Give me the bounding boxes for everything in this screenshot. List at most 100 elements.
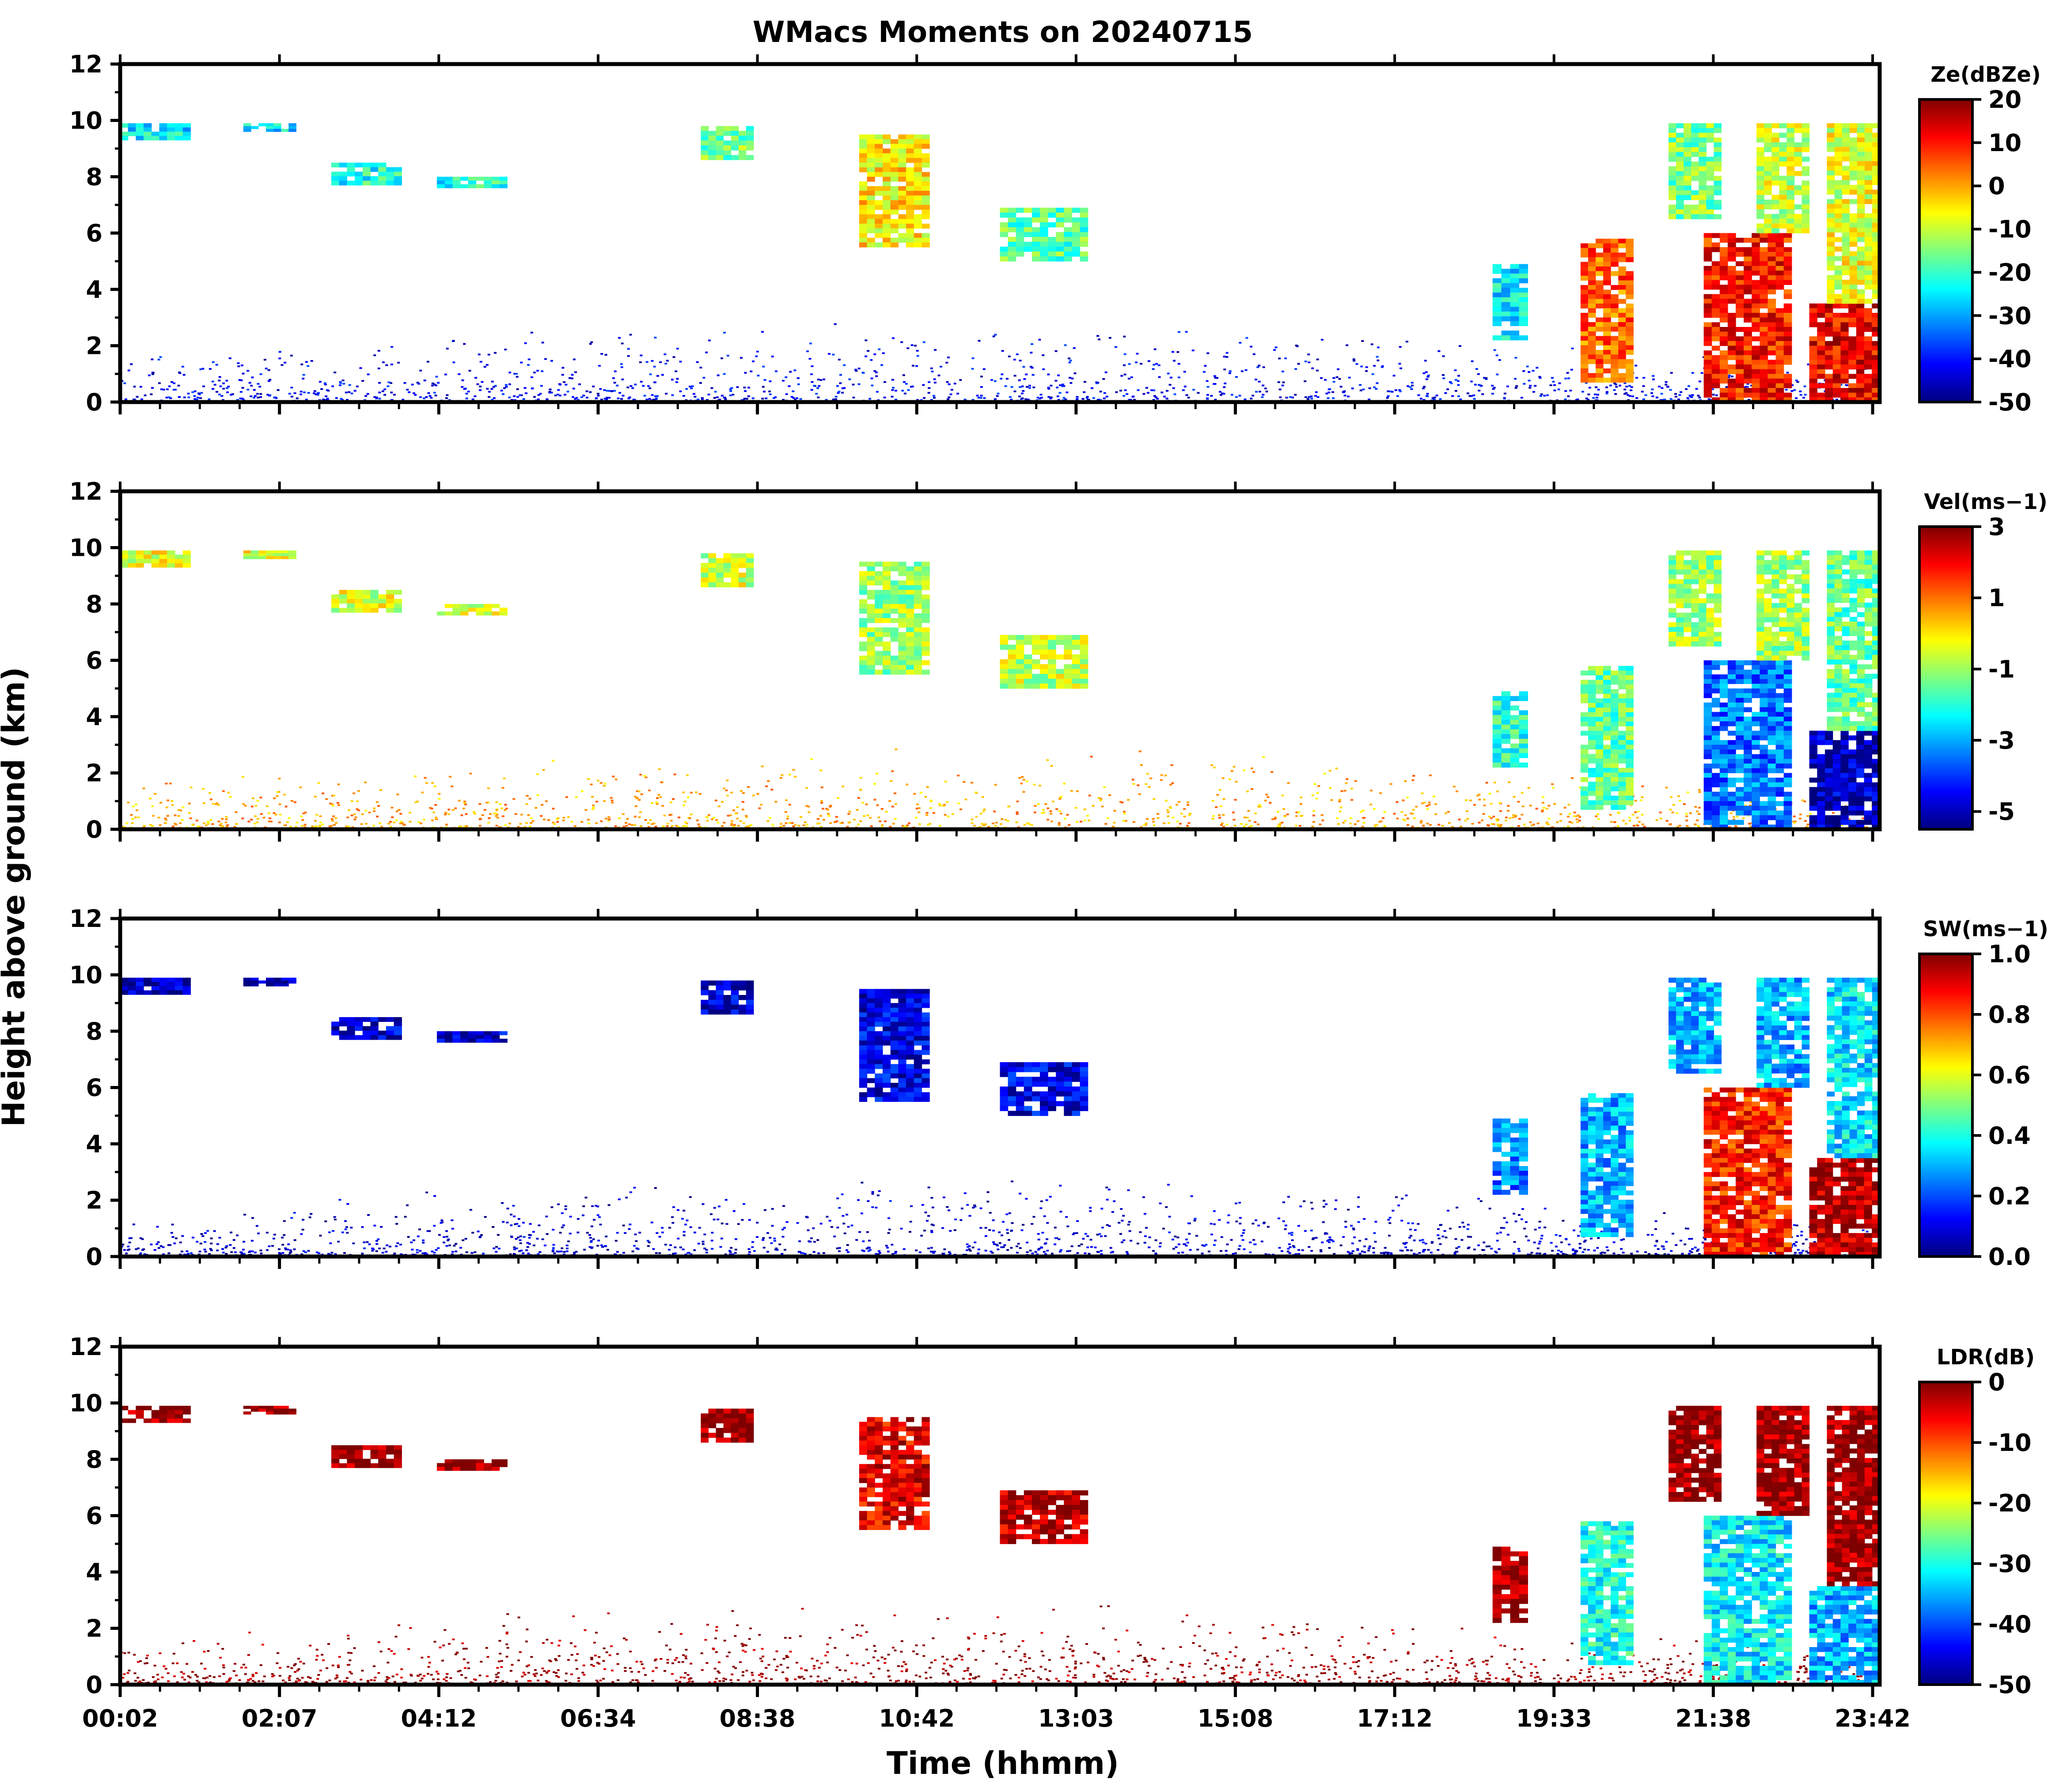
- echo-pixel: [1080, 222, 1088, 228]
- echo-pixel: [246, 388, 250, 391]
- echo-pixel: [1406, 796, 1409, 798]
- echo-pixel: [1684, 185, 1691, 191]
- echo-pixel: [1767, 350, 1776, 356]
- echo-pixel: [288, 126, 296, 129]
- echo-10: [1703, 233, 1792, 402]
- echo-pixel: [605, 398, 608, 400]
- echo-pixel: [1767, 336, 1776, 342]
- echo-pixel: [1725, 386, 1728, 388]
- echo-pixel: [1240, 370, 1244, 372]
- echo-pixel: [652, 822, 656, 824]
- echo-pixel: [1756, 156, 1764, 162]
- echo-pixel: [377, 349, 380, 352]
- echo-pixel: [1669, 185, 1676, 191]
- echo-pixel: [1515, 385, 1518, 387]
- echo-pixel: [370, 599, 379, 604]
- echo-pixel: [1760, 261, 1768, 266]
- echo-pixel: [1825, 355, 1833, 360]
- echo-pixel: [1460, 826, 1463, 828]
- echo-pixel: [744, 372, 747, 374]
- echo-pixel: [290, 387, 293, 389]
- echo-pixel: [1672, 804, 1675, 806]
- echo-pixel: [1872, 388, 1880, 393]
- echo-pixel: [1072, 242, 1081, 247]
- echo-pixel: [1566, 372, 1569, 374]
- echo-pixel: [1121, 801, 1124, 804]
- echo-pixel: [1580, 262, 1589, 267]
- echo-pixel: [1842, 128, 1850, 133]
- echo-pixel: [1510, 302, 1520, 308]
- echo-pixel: [570, 377, 573, 380]
- echo-pixel: [1111, 826, 1115, 828]
- echo-pixel: [1080, 242, 1088, 247]
- echo-pixel: [1588, 276, 1596, 281]
- echo-pixel: [269, 379, 272, 381]
- echo-pixel: [914, 613, 922, 619]
- echo-pixel: [517, 826, 520, 828]
- echo-pixel: [841, 387, 844, 389]
- echo-pixel: [701, 563, 709, 568]
- echo-pixel: [159, 554, 167, 559]
- echo-pixel: [1775, 275, 1784, 281]
- echo-pixel: [891, 395, 894, 398]
- echo-pixel: [151, 373, 154, 375]
- echo-pixel: [370, 594, 379, 600]
- echo-pixel: [1038, 397, 1041, 399]
- echo-pixel: [1767, 374, 1776, 379]
- echo-pixel: [1676, 214, 1684, 220]
- echo-pixel: [914, 618, 922, 623]
- echo-pixel: [865, 339, 868, 342]
- echo-pixel: [1685, 388, 1688, 390]
- echo-pixel: [1433, 795, 1436, 797]
- echo-pixel: [1392, 375, 1396, 377]
- echo-pixel: [1327, 391, 1331, 394]
- echo-pixel: [1588, 304, 1596, 309]
- echo-pixel: [1618, 243, 1626, 248]
- echo-pixel: [1410, 388, 1413, 390]
- echo-pixel: [256, 821, 259, 824]
- echo-pixel: [906, 651, 914, 656]
- echo-pixel: [1618, 285, 1626, 290]
- echo-pixel: [1775, 378, 1784, 384]
- echo-pixel: [618, 337, 621, 339]
- echo-pixel: [898, 571, 906, 576]
- echo-pixel: [1699, 133, 1707, 138]
- echo-pixel: [1097, 797, 1100, 799]
- echo-pixel: [1000, 213, 1009, 218]
- echo-pixel: [882, 576, 891, 581]
- echo-pixel: [914, 660, 922, 665]
- echo-pixel: [1752, 247, 1760, 252]
- echo-pixel: [1411, 779, 1415, 781]
- echo-pixel: [1039, 785, 1042, 787]
- echo-pixel: [685, 822, 688, 824]
- echo-pixel: [1752, 233, 1760, 238]
- echo-pixel: [1410, 812, 1413, 815]
- echo-pixel: [408, 812, 411, 814]
- echo-pixel: [1016, 645, 1024, 650]
- echo-pixel: [1616, 825, 1619, 827]
- echo-pixel: [889, 826, 892, 828]
- echo-pixel: [747, 786, 750, 788]
- echo-pixel: [1086, 396, 1089, 398]
- echo-pixel: [1026, 822, 1029, 824]
- echo-pixel: [460, 604, 469, 608]
- echo-pixel: [357, 809, 360, 812]
- echo-pixel: [1274, 818, 1277, 820]
- echo-pixel: [1767, 308, 1776, 313]
- echo-pixel: [1652, 378, 1655, 380]
- echo-pixel: [1304, 361, 1307, 363]
- echo-pixel: [367, 373, 370, 376]
- echo-pixel: [875, 604, 883, 609]
- echo-pixel: [1618, 336, 1626, 341]
- echo-pixel: [495, 801, 498, 803]
- echo-pixel: [128, 554, 137, 559]
- echo-pixel: [1872, 261, 1880, 266]
- echo-pixel: [1532, 391, 1536, 393]
- echo-pixel: [922, 195, 930, 201]
- echo-pixel: [1074, 807, 1077, 809]
- echo-pixel: [1250, 345, 1253, 348]
- echo-pixel: [898, 608, 906, 614]
- echo-pixel: [1603, 336, 1611, 341]
- echo-pixel: [1719, 317, 1728, 323]
- echo-pixel: [151, 825, 154, 827]
